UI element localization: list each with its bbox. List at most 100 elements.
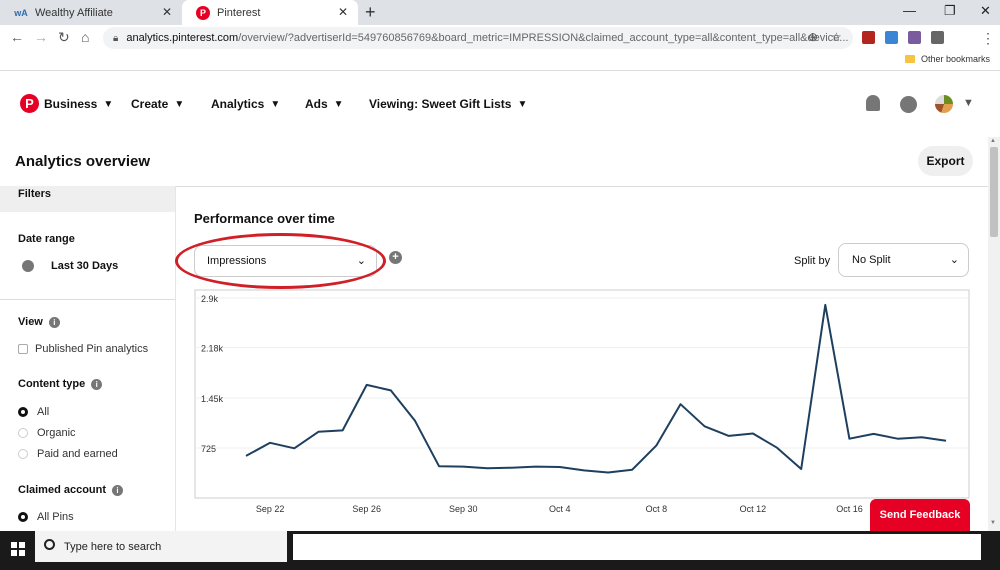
nav-business[interactable]: Business ▼ — [44, 97, 113, 111]
page-title: Analytics overview — [15, 153, 151, 170]
info-icon[interactable]: i — [48, 316, 60, 328]
tab-title: Pinterest — [217, 6, 261, 19]
scrollbar-thumb[interactable] — [990, 147, 998, 237]
restore-icon[interactable]: ❐ — [944, 3, 956, 18]
radio-button[interactable] — [18, 449, 28, 459]
reload-icon[interactable]: ↻ — [58, 29, 70, 45]
data-point — [704, 425, 706, 427]
nav-analytics[interactable]: Analytics ▼ — [211, 97, 280, 111]
tab-wealthy-affiliate[interactable]: wA Wealthy Affiliate ✕ — [0, 0, 182, 25]
x-tick-label: Oct 12 — [740, 504, 767, 514]
x-tick-label: Sep 30 — [449, 504, 478, 514]
messages-icon[interactable] — [900, 96, 917, 113]
data-point — [317, 431, 319, 433]
data-point — [655, 445, 657, 447]
address-bar[interactable]: 🔒︎ analytics.pinterest.com/overview/?adv… — [103, 27, 853, 49]
nav-ads[interactable]: Ads ▼ — [305, 97, 344, 111]
forward-icon[interactable]: → — [34, 29, 48, 45]
data-point — [848, 438, 850, 440]
data-point — [293, 447, 295, 449]
radio-all[interactable]: All — [18, 406, 49, 418]
y-tick-label: 1.45k — [201, 394, 224, 404]
add-icon[interactable]: ⊕ — [808, 30, 819, 44]
extension-icon[interactable] — [908, 31, 921, 44]
radio-button[interactable] — [18, 512, 28, 522]
radio-all-pins[interactable]: All Pins — [18, 511, 74, 523]
chevron-down-icon: ▼ — [270, 98, 281, 110]
data-point — [824, 304, 826, 306]
checkbox-label: Published Pin analytics — [35, 343, 149, 355]
split-by-label: Split by — [794, 255, 831, 267]
lock-icon: 🔒︎ — [113, 32, 119, 44]
browser-menu-icon[interactable]: ⋮ — [981, 30, 995, 46]
bookmark-folder[interactable]: Other bookmarks — [904, 54, 990, 64]
content-type-label: Content type i — [18, 378, 103, 390]
windows-start-icon[interactable] — [11, 542, 25, 556]
split-by-dropdown[interactable]: No Split ⌄ — [838, 243, 969, 277]
folder-icon — [904, 55, 915, 63]
data-point — [559, 466, 561, 468]
checkbox[interactable] — [18, 344, 28, 354]
y-tick-label: 2.18k — [201, 344, 224, 354]
chevron-down-icon: ▼ — [103, 98, 114, 110]
date-range-dropdown[interactable]: Last 30 Days — [18, 260, 118, 272]
nav-viewing-account[interactable]: Viewing: Sweet Gift Lists ▼ — [369, 97, 527, 111]
nav-create[interactable]: Create ▼ — [131, 97, 184, 111]
avatar[interactable] — [935, 95, 953, 113]
data-point — [945, 440, 947, 442]
chevron-down-icon[interactable]: ▼ — [963, 97, 974, 109]
radio-label: Paid and earned — [37, 448, 118, 460]
pinterest-logo-icon[interactable]: P — [20, 94, 39, 113]
puzzle-icon[interactable] — [931, 31, 944, 44]
published-pin-checkbox[interactable]: Published Pin analytics — [18, 343, 148, 355]
close-tab-icon[interactable]: ✕ — [337, 5, 348, 19]
data-point — [897, 438, 899, 440]
new-tab-icon[interactable]: + — [365, 2, 376, 22]
radio-paid-earned[interactable]: Paid and earned — [18, 448, 118, 460]
divider — [175, 186, 988, 187]
scroll-up-icon[interactable]: ▲ — [990, 138, 996, 144]
send-feedback-button[interactable]: Send Feedback — [870, 499, 970, 531]
data-point — [631, 469, 633, 471]
pdf-extension-icon[interactable] — [862, 31, 875, 44]
radio-button[interactable] — [18, 407, 28, 417]
close-tab-icon[interactable]: ✕ — [161, 5, 172, 19]
data-point — [921, 436, 923, 438]
radio-label: Organic — [37, 427, 76, 439]
taskbar-search[interactable]: Type here to search — [35, 531, 287, 562]
metric-dropdown[interactable]: Impressions ⌄ — [194, 245, 377, 277]
window-close-icon[interactable]: ✕ — [980, 3, 991, 18]
wa-icon: wA — [14, 7, 28, 18]
data-point — [776, 447, 778, 449]
minimize-icon[interactable]: — — [903, 3, 916, 18]
radio-button[interactable] — [18, 428, 28, 438]
dropdown-value: No Split — [852, 254, 891, 266]
nav-label: Ads — [305, 97, 328, 111]
chart-frame — [194, 289, 970, 499]
date-range-label: Date range — [18, 233, 75, 245]
nav-label: Viewing: Sweet Gift Lists — [369, 97, 512, 111]
chart-svg: 2.9k 2.18k 1.45k 725 Sep 22 Sep 26 Sep 30 Oct 4… — [194, 289, 970, 514]
radio-organic[interactable]: Organic — [18, 427, 76, 439]
home-icon[interactable]: ⌂ — [81, 29, 90, 45]
add-metric-icon[interactable]: + — [389, 251, 402, 264]
scroll-down-icon[interactable]: ▼ — [990, 520, 996, 526]
info-icon[interactable]: i — [91, 378, 103, 390]
section-title: Performance over time — [194, 211, 335, 226]
export-button[interactable]: Export — [918, 146, 973, 176]
x-tick-label: Oct 16 — [836, 504, 863, 514]
data-point — [414, 420, 416, 422]
data-point — [342, 429, 344, 431]
x-tick-label: Sep 22 — [256, 504, 285, 514]
chevron-down-icon: ▼ — [174, 98, 185, 110]
extension-icon[interactable] — [885, 31, 898, 44]
back-icon[interactable]: ← — [10, 29, 24, 45]
view-label: View i — [18, 316, 60, 328]
data-point — [752, 433, 754, 435]
tab-pinterest[interactable]: P Pinterest ✕ — [182, 0, 358, 25]
star-icon[interactable]: ☆ — [831, 30, 842, 44]
notifications-bell-icon[interactable] — [866, 95, 880, 111]
info-icon[interactable]: i — [112, 484, 124, 496]
data-point — [679, 403, 681, 405]
clock-icon — [22, 260, 34, 272]
